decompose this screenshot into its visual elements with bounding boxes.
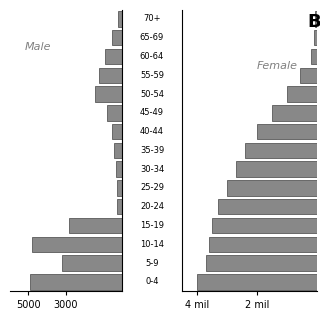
Bar — [272, 105, 317, 121]
Bar — [118, 11, 122, 27]
Bar — [62, 255, 122, 271]
Bar — [95, 86, 122, 102]
Bar — [107, 105, 122, 121]
Bar — [116, 162, 122, 177]
Text: 40-44: 40-44 — [140, 127, 164, 136]
Bar — [209, 236, 317, 252]
Text: 65-69: 65-69 — [140, 33, 164, 42]
Bar — [218, 199, 317, 214]
Text: B: B — [308, 13, 320, 31]
Text: 70+: 70+ — [143, 14, 161, 23]
Text: 60-64: 60-64 — [140, 52, 164, 61]
Bar — [69, 218, 122, 233]
Text: 30-34: 30-34 — [140, 165, 164, 174]
Text: 25-29: 25-29 — [140, 183, 164, 192]
Text: 35-39: 35-39 — [140, 146, 164, 155]
Bar — [236, 162, 317, 177]
Bar — [287, 86, 317, 102]
Text: 50-54: 50-54 — [140, 90, 164, 99]
Bar — [257, 124, 317, 139]
Bar — [114, 143, 122, 158]
Text: 55-59: 55-59 — [140, 71, 164, 80]
Bar — [212, 218, 317, 233]
Bar — [300, 68, 317, 83]
Bar — [32, 236, 122, 252]
Text: 5-9: 5-9 — [145, 259, 159, 268]
Text: 0-4: 0-4 — [145, 277, 159, 286]
Bar — [315, 11, 317, 27]
Text: Male: Male — [25, 42, 51, 52]
Bar — [206, 255, 317, 271]
Bar — [117, 180, 122, 196]
Bar — [99, 68, 122, 83]
Bar — [197, 274, 317, 290]
Bar — [311, 49, 317, 64]
Text: Female: Female — [257, 61, 298, 71]
Text: 20-24: 20-24 — [140, 202, 164, 211]
Bar — [227, 180, 317, 196]
Bar — [112, 30, 122, 45]
Bar — [30, 274, 122, 290]
Text: 15-19: 15-19 — [140, 221, 164, 230]
Bar — [245, 143, 317, 158]
Text: 45-49: 45-49 — [140, 108, 164, 117]
Bar — [105, 49, 122, 64]
Bar — [112, 124, 122, 139]
Bar — [315, 30, 317, 45]
Bar — [117, 199, 122, 214]
Text: 10-14: 10-14 — [140, 240, 164, 249]
